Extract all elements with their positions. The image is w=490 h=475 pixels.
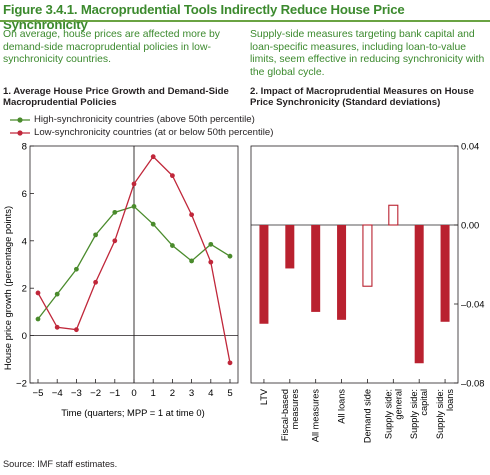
category-label: All measures	[311, 389, 321, 443]
data-point-low	[112, 238, 118, 244]
line-chart: House price growth (percentage points) T…	[2, 142, 239, 418]
intro-left: On average, house prices are affected mo…	[3, 29, 220, 66]
bar	[337, 225, 347, 320]
data-point-low	[54, 324, 60, 330]
x-tick-label: 2	[170, 388, 175, 399]
legend-label-low: Low-synchronicity countries (at or below…	[34, 127, 274, 138]
bar	[285, 225, 295, 269]
x-tick-label: 4	[208, 388, 214, 399]
bar	[311, 225, 321, 312]
y-tick-label: 8	[22, 142, 27, 153]
data-point-high	[227, 253, 233, 259]
data-point-low	[93, 279, 98, 285]
data-point-high	[170, 243, 175, 248]
category-label: All loans	[337, 389, 347, 424]
bar-chart: 0.04 0.00 –0.04 –0.08 LTV Fiscal-basedmeasure…	[250, 141, 484, 443]
title-rule	[0, 20, 490, 22]
category-label: Supply side:loans	[435, 389, 455, 439]
panel-2-title: 2. Impact of Macroprudential Measures on…	[250, 86, 474, 108]
data-point-low	[74, 327, 79, 333]
x-axis-label: Time (quarters; MPP = 1 at time 0)	[61, 407, 205, 418]
y-axis-label: House price growth (percentage points)	[2, 206, 13, 370]
y-tick-label: −2	[16, 379, 27, 390]
y-tick-label: 0.00	[461, 220, 479, 231]
legend-swatch-high	[10, 116, 30, 123]
data-point-low	[208, 259, 214, 265]
category-label: Fiscal-basedmeasures	[280, 389, 300, 441]
y-tick-label: 2	[22, 284, 27, 295]
data-point-high	[189, 258, 195, 264]
x-tick-label: −2	[90, 388, 101, 399]
data-point-high	[54, 291, 60, 297]
y-tick-label: –0.04	[461, 299, 484, 310]
plot-frame	[250, 145, 459, 384]
bar	[440, 225, 450, 322]
bar	[259, 225, 269, 324]
data-point-high	[150, 221, 156, 227]
category-label: Supply side:general	[383, 389, 403, 439]
x-tick-label: 3	[189, 388, 194, 399]
y-tick-label: 0	[22, 331, 27, 342]
bar	[414, 225, 424, 364]
data-point-low	[131, 181, 137, 187]
legend-item-low: Low-synchronicity countries (at or below…	[10, 127, 273, 138]
x-tick-label: −4	[52, 388, 64, 399]
x-tick-label: −1	[109, 388, 120, 399]
y-tick-label: –0.08	[461, 378, 484, 389]
data-point-low	[150, 154, 156, 160]
data-point-low	[227, 360, 233, 366]
data-point-low	[35, 290, 41, 296]
x-tick-label: 5	[227, 388, 232, 399]
y-tick-label: 6	[22, 189, 27, 200]
x-tick-label: 0	[131, 388, 136, 399]
data-point-high	[112, 209, 118, 215]
bar	[362, 224, 373, 287]
source-note: Source: IMF staff estimates.	[3, 459, 118, 469]
legend-label-high: High-synchronicity countries (above 50th…	[34, 114, 255, 125]
x-tick-label: −3	[71, 388, 82, 399]
legend-swatch-low	[10, 129, 30, 136]
bar	[388, 204, 399, 226]
data-point-high	[74, 266, 79, 272]
y-tick-label: 0.04	[461, 141, 479, 152]
data-point-low	[189, 212, 195, 218]
category-label: Supply side:capital	[409, 389, 429, 439]
data-point-high	[208, 241, 214, 247]
figure-title: Figure 3.4.1. Macroprudential Tools Indi…	[3, 2, 405, 32]
panel-1-title: 1. Average House Price Growth and Demand…	[3, 86, 229, 108]
category-label: Demand side	[362, 389, 372, 443]
y-tick-label: 4	[22, 236, 28, 247]
data-point-high	[93, 232, 98, 238]
x-tick-label: 1	[151, 388, 156, 399]
x-tick-label: −5	[33, 388, 44, 399]
data-point-low	[170, 173, 175, 179]
data-point-high	[131, 204, 137, 209]
legend-item-high: High-synchronicity countries (above 50th…	[10, 114, 255, 125]
data-point-high	[35, 316, 41, 322]
category-label: LTV	[259, 388, 269, 405]
intro-right: Supply-side measures targeting bank capi…	[250, 29, 485, 78]
